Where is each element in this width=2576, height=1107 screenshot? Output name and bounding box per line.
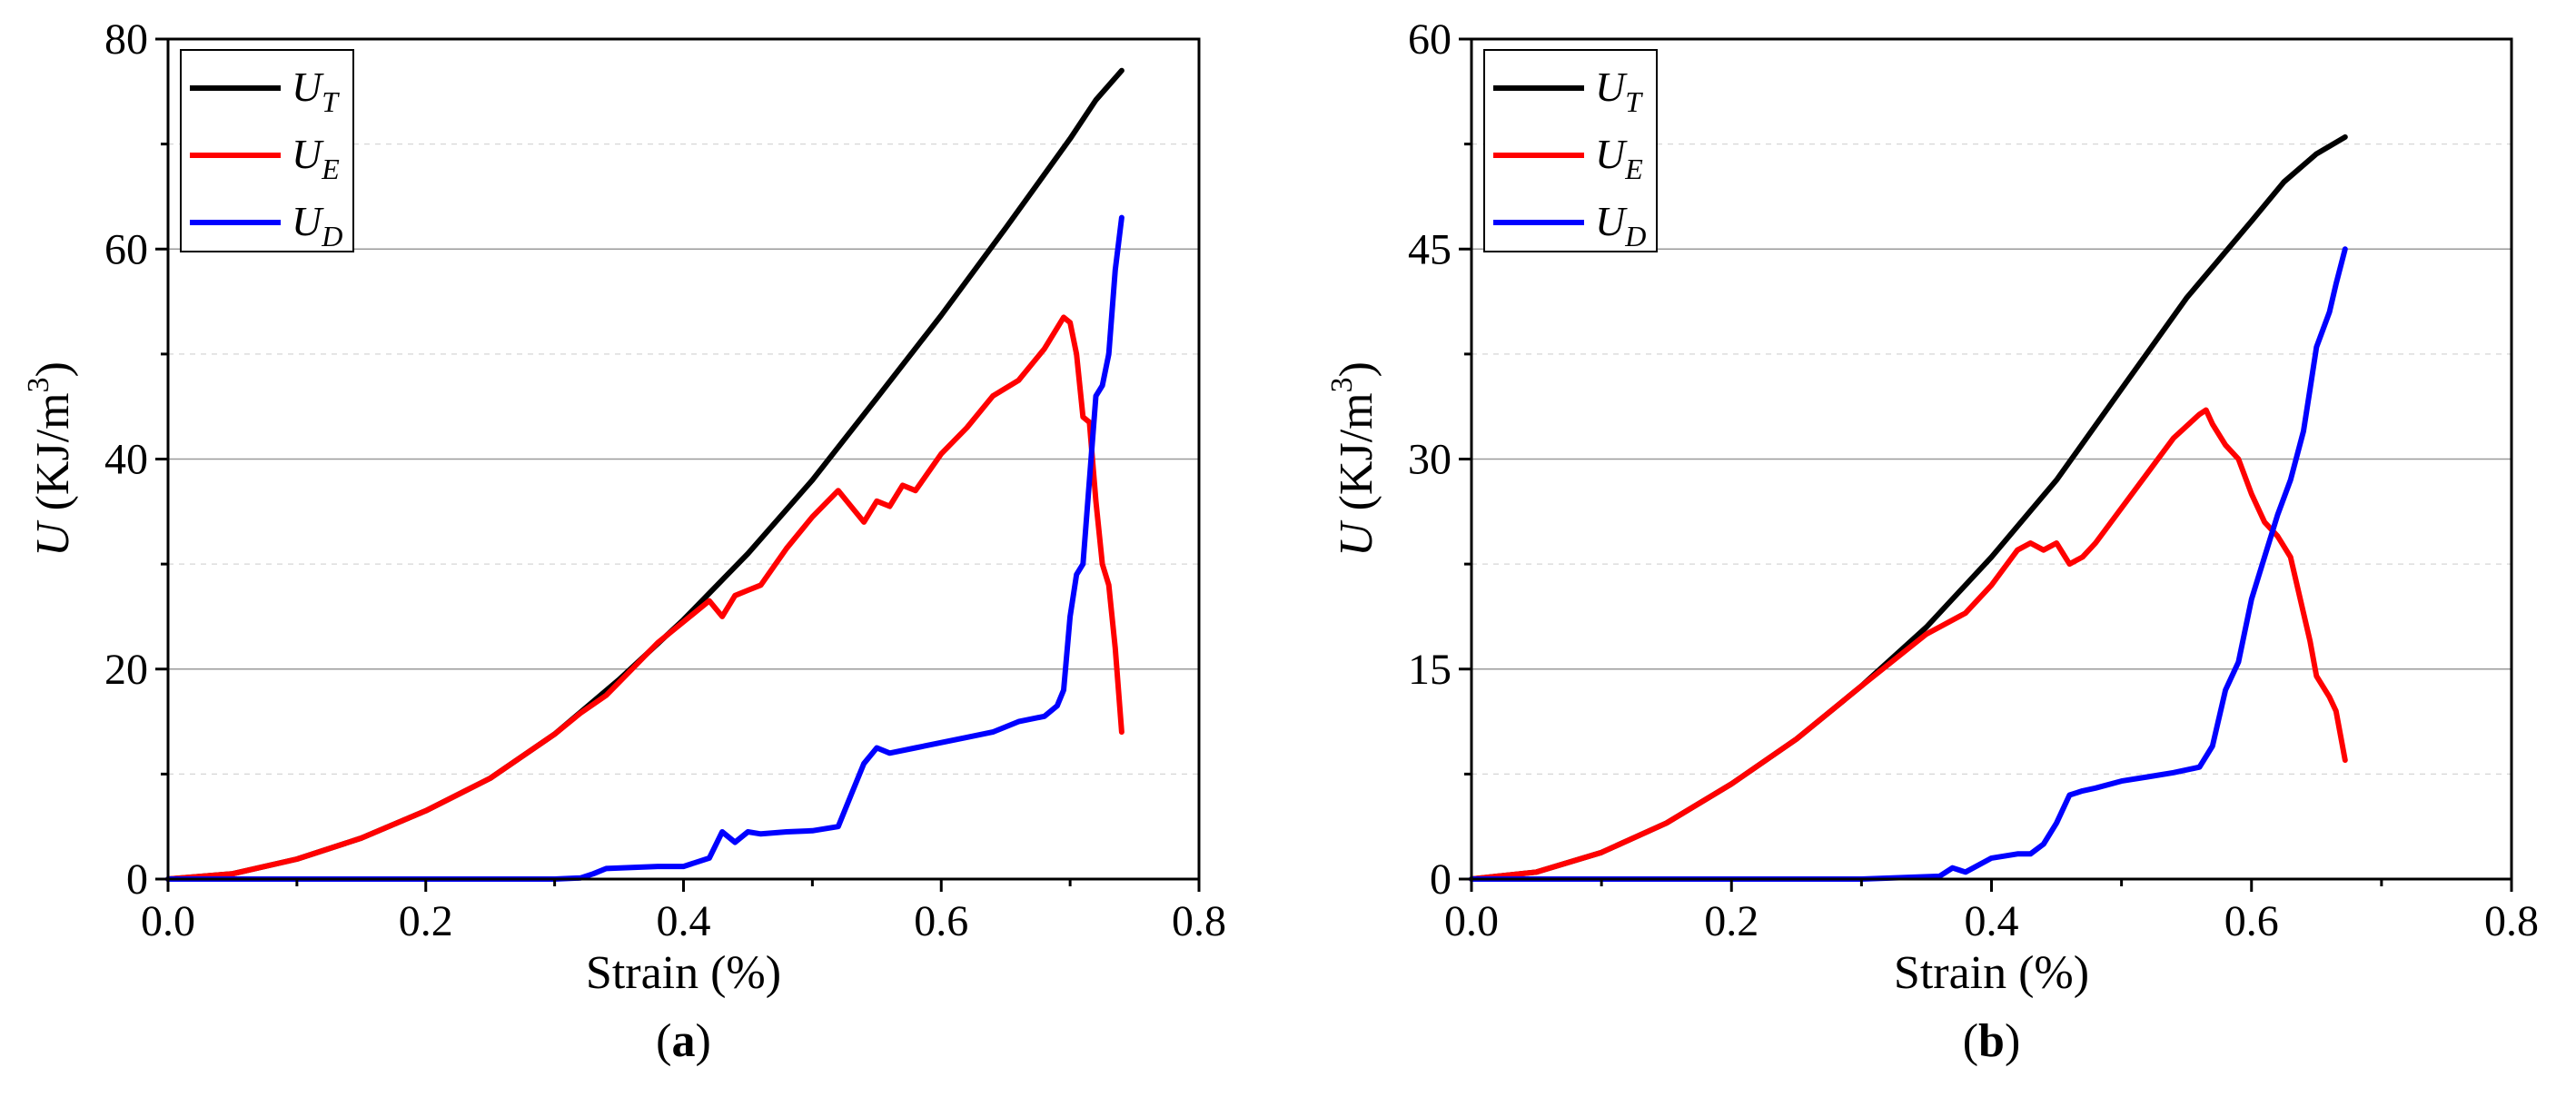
x-tick-label: 0.8 [2484,897,2539,945]
x-tick-label: 0.2 [399,897,453,945]
x-tick-label: 0.0 [141,897,195,945]
x-tick-label: 0.4 [657,897,711,945]
legend-label-t: UT [1595,64,1643,118]
x-tick-label: 0.4 [1965,897,2019,945]
series-line-d [165,214,1125,882]
y-tick-label: 60 [1408,15,1451,64]
legend: UT UE UD [180,49,354,252]
series-line-e [1469,407,2348,882]
x-tick-label: 0.8 [1172,897,1226,945]
y-tick-label: 60 [104,225,148,273]
panel-b-chart: 0.0 0.2 0.4 0.6 0.8 0 15 30 45 60 Strain (%) U (KJ/… [1325,15,2539,1067]
y-tick-label: 80 [104,15,148,64]
x-axis-label: Strain (%) [586,947,781,999]
legend-label-d: UD [1595,198,1646,252]
y-tick-label: 0 [126,855,148,904]
y-tick-label: 45 [1408,225,1451,273]
y-axis-label: U (KJ/m3) [1325,361,1382,557]
y-tick-label: 15 [1408,646,1451,694]
series-line-d [1469,246,2348,882]
y-tick-label: 20 [104,646,148,694]
y-tick-label: 0 [1430,855,1451,904]
x-tick-label: 0.6 [2224,897,2279,945]
x-tick-label: 0.2 [1704,897,1759,945]
panel-label: (a) [656,1015,711,1067]
y-tick-label: 40 [104,436,148,484]
legend-label-e: UE [292,131,340,185]
y-tick-label: 30 [1408,436,1451,484]
panel-a-chart: 0.0 0.2 0.4 0.6 0.8 0 20 40 60 80 Strain (%) U (KJ/… [22,15,1226,1067]
legend: UT UE UD [1483,49,1658,252]
legend-label-t: UT [292,64,340,118]
legend-label-e: UE [1595,131,1643,185]
legend-box [1483,49,1658,252]
legend-box [180,49,354,252]
x-tick-label: 0.6 [914,897,968,945]
x-tick-label: 0.0 [1444,897,1499,945]
legend-label-d: UD [292,198,342,252]
series-line-e [165,314,1125,882]
x-axis-label: Strain (%) [1894,947,2089,999]
y-axis-label: U (KJ/m3) [22,361,79,557]
panel-label: (b) [1963,1015,2021,1067]
